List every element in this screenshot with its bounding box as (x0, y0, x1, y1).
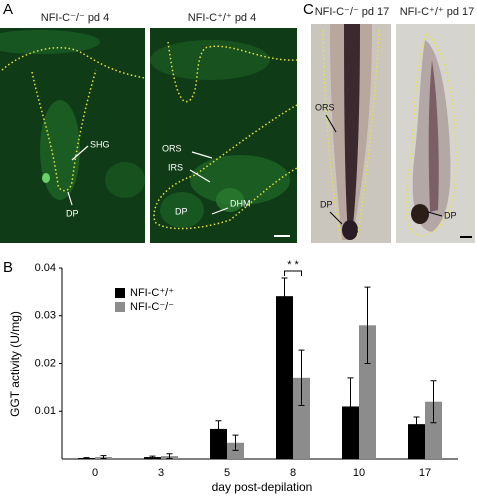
structure-label: DP (175, 206, 188, 216)
micrograph (150, 28, 298, 243)
bar (276, 296, 293, 459)
error-bar (83, 457, 90, 460)
arrow (427, 211, 443, 217)
error-bar (166, 453, 173, 460)
image-title: NFI-C⁺/⁺ pd 4 (188, 12, 256, 24)
image-title: NFI-C⁻/⁻ pd 4 (41, 12, 109, 24)
arrow (67, 191, 73, 206)
annotation: * * (287, 259, 299, 271)
arrow (211, 207, 229, 215)
y-tick-label: 0.04 (35, 262, 56, 274)
x-tick-label: 0 (92, 467, 98, 479)
error-bar (413, 416, 420, 432)
structure-label: IRS (168, 162, 183, 172)
legend-swatch (115, 302, 125, 312)
arrow (71, 145, 89, 161)
legend-label: NFI-C⁺/⁺ (130, 287, 174, 299)
error-bar (364, 286, 371, 364)
arrow (325, 114, 337, 133)
micrograph (396, 24, 475, 243)
x-tick-label: 10 (353, 467, 365, 479)
panel-label: C (303, 1, 314, 18)
bar (359, 325, 376, 459)
arrow (189, 169, 211, 183)
error-bar (100, 455, 107, 460)
x-tick-label: 8 (290, 467, 296, 479)
significance-bracket (284, 270, 302, 276)
error-bar (215, 420, 222, 438)
structure-label: ORS (315, 102, 335, 112)
x-axis-title: day post-depilation (212, 480, 313, 494)
x-tick-label: 3 (158, 467, 164, 479)
structure-label: DP (444, 210, 457, 220)
structure-label: SHG (90, 139, 110, 149)
y-tick-label: 0.02 (35, 357, 56, 369)
error-bar (347, 377, 354, 436)
panel-label: A (3, 1, 13, 18)
y-tick-label: 0.01 (35, 405, 56, 417)
error-bar (430, 380, 437, 424)
bar (425, 401, 442, 459)
legend-label: NFI-C⁻/⁻ (130, 301, 174, 313)
bar (293, 377, 310, 459)
structure-label: DHM (230, 198, 251, 208)
legend-swatch (115, 288, 125, 298)
bar (408, 424, 425, 459)
arrow (191, 151, 213, 159)
panel-label: B (3, 259, 13, 276)
y-axis-title: GGT activity (U/mg) (8, 311, 22, 417)
bar (210, 428, 227, 459)
structure-label: DP (320, 199, 333, 209)
error-bar (232, 434, 239, 451)
structure-label: ORS (162, 143, 182, 153)
y-tick-label: 0.03 (35, 310, 56, 322)
image-title: NFI-C⁻/⁻ pd 17 (315, 6, 390, 18)
micrograph (311, 24, 391, 243)
image-title: NFI-C⁺/⁺ pd 17 (400, 6, 475, 18)
error-bar (281, 277, 288, 315)
error-bar (149, 455, 156, 459)
error-bar (298, 349, 305, 407)
x-tick-label: 17 (419, 467, 431, 479)
micrograph (0, 28, 146, 243)
structure-label: DP (66, 208, 79, 218)
x-tick-label: 5 (224, 467, 230, 479)
arrow (329, 211, 343, 225)
